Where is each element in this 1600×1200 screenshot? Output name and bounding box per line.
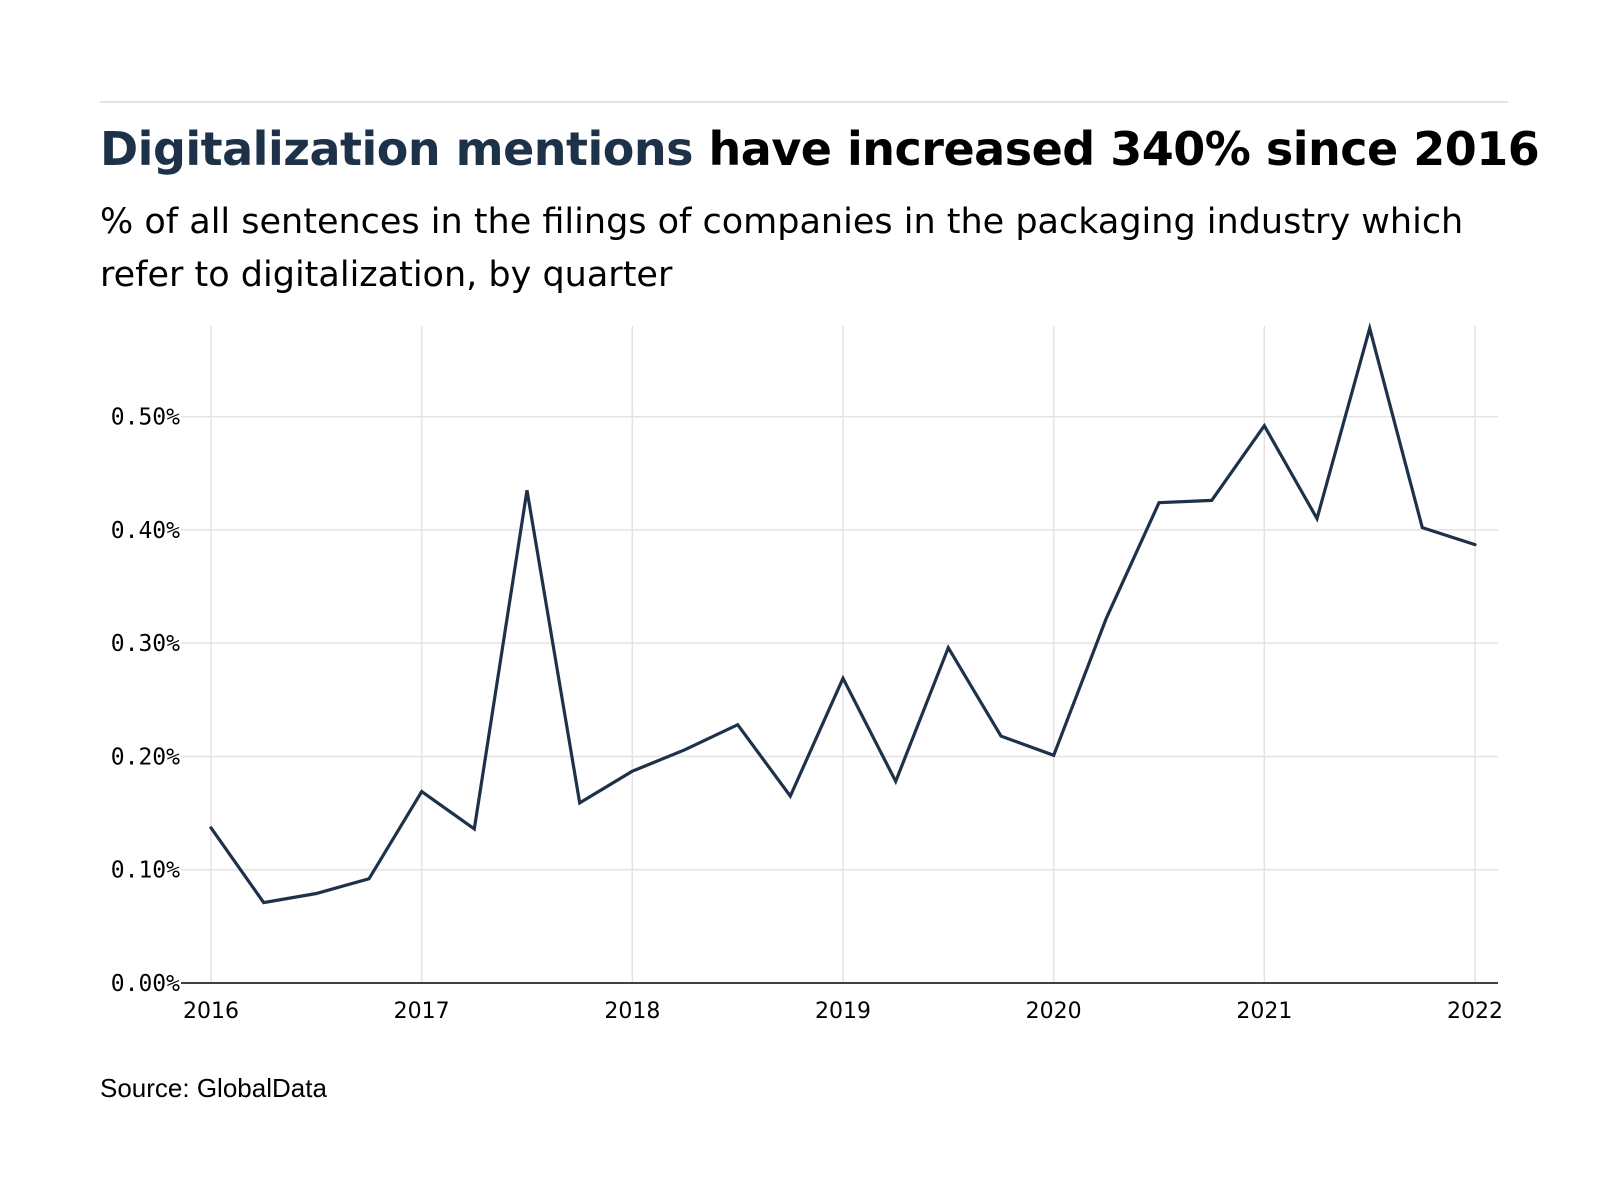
line-chart: 0.00%0.10%0.20%0.30%0.40%0.50% 2016 2017 2…: [111, 322, 1503, 1024]
chart-subtitle: % of all sentences in the filings of com…: [100, 202, 1464, 295]
y-tick-label: 0.00%: [111, 971, 180, 997]
source-note: Source: GlobalData: [100, 1073, 327, 1103]
x-tick-label: 2017: [394, 999, 450, 1024]
chart-grid: [181, 326, 1498, 983]
chart-series: [209, 322, 1477, 905]
x-tick-label: 2020: [1026, 999, 1082, 1024]
y-tick-label: 0.50%: [111, 405, 180, 431]
x-tick-label: 2018: [604, 999, 660, 1024]
title-rest: have increased 340% since 2016: [693, 122, 1540, 176]
y-axis-ticks: 0.00% 0.10% 0.20% 0.30% 0.40% 0.50%: [111, 405, 180, 997]
x-tick-label: 2016: [183, 999, 239, 1024]
top-divider: [100, 101, 1508, 103]
x-axis-ticks: 2016 2017 2018 2019 2020 2021 2022: [183, 999, 1503, 1024]
series-line: [209, 322, 1477, 905]
y-tick-label: 0.40%: [111, 518, 180, 544]
y-tick-label: 0.10%: [111, 858, 180, 884]
y-tick-label: 0.20%: [111, 744, 180, 770]
x-tick-label: 2022: [1447, 999, 1503, 1024]
title-highlight: Digitalization mentions: [100, 122, 694, 176]
x-tick-label: 2019: [815, 999, 871, 1024]
x-tick-label: 2021: [1236, 999, 1292, 1024]
chart-title: Digitalization mentions have increased 3…: [100, 122, 1550, 176]
y-tick-label: 0.30%: [111, 631, 180, 657]
